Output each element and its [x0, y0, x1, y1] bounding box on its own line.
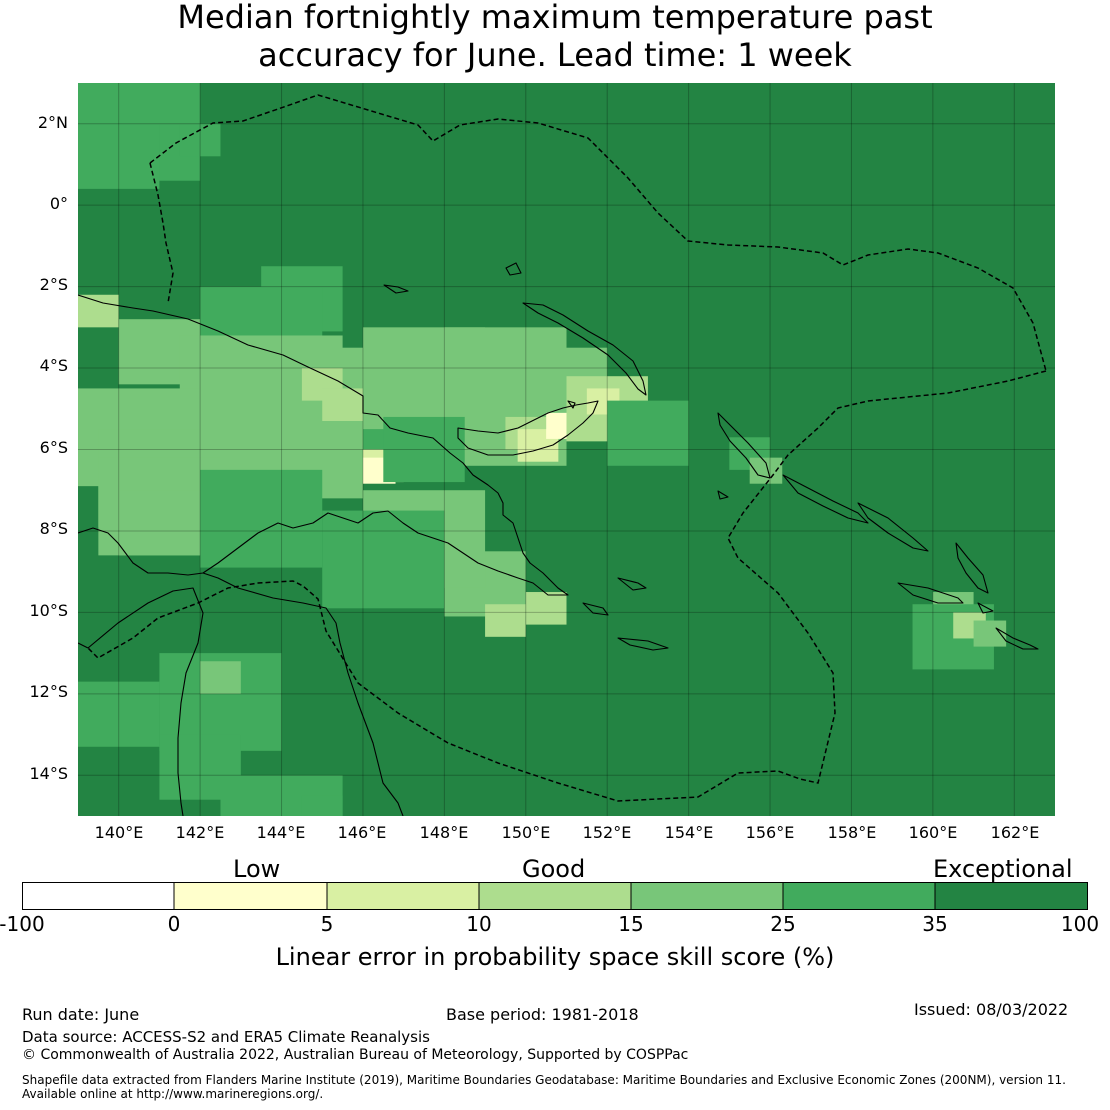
base-period: Base period: 1981-2018 — [446, 1005, 639, 1024]
skill-cell — [200, 661, 241, 694]
skill-cell — [607, 400, 689, 466]
legend-category-exceptional: Exceptional — [933, 855, 1073, 883]
small-island-a — [505, 262, 522, 276]
issued-date: Issued: 08/03/2022 — [914, 1000, 1069, 1019]
colorbar-segment-0-5 — [174, 882, 327, 910]
copyright: © Commonwealth of Australia 2022, Austra… — [22, 1047, 689, 1063]
skill-cell — [383, 416, 465, 483]
lon-label: 154°E — [664, 823, 714, 842]
louisiade-islands — [617, 637, 669, 651]
new-britain-coast — [457, 400, 599, 456]
lat-label: 2°S — [39, 275, 68, 294]
png-eez-west — [149, 162, 174, 304]
skill-cell — [301, 795, 343, 816]
new-guinea-coast — [78, 294, 569, 596]
skill-cell — [485, 604, 526, 637]
data-source: Data source: ACCESS-S2 and ERA5 Climate … — [22, 1028, 430, 1046]
map-canvas — [78, 83, 1055, 816]
lat-label: 12°S — [29, 682, 68, 701]
lon-label: 156°E — [745, 823, 795, 842]
coastlines — [78, 262, 1039, 816]
colorbar-tick: 35 — [922, 912, 948, 936]
small-island-d — [977, 602, 994, 614]
colorbar-segment-10-15 — [479, 882, 631, 910]
skill-cell — [200, 469, 323, 568]
gulf-coast — [78, 642, 89, 649]
lon-label: 158°E — [827, 823, 877, 842]
skill-map — [78, 83, 1055, 816]
png-eez-north — [149, 94, 1047, 372]
guadalcanal-coast — [897, 582, 964, 604]
skill-cell — [118, 490, 201, 556]
eez-boundaries — [87, 94, 1047, 802]
lon-label: 150°E — [501, 823, 551, 842]
legend-category-low: Low — [233, 855, 281, 883]
legend-category-good: Good — [522, 855, 586, 883]
skill-cell — [973, 620, 1007, 647]
colorbar-segment-neg — [22, 882, 174, 910]
lon-label: 142°E — [175, 823, 225, 842]
chart-title: Median fortnightly maximum temperature p… — [0, 0, 1110, 74]
lat-label: 6°S — [39, 438, 68, 457]
bougainville-coast — [717, 412, 771, 479]
colorbar-tick: 100 — [1060, 912, 1100, 936]
malaita-coast — [955, 542, 989, 594]
colorbar-segment-5-10 — [327, 882, 479, 910]
trobriand-islands — [617, 577, 647, 591]
lon-label: 146°E — [337, 823, 387, 842]
colorbar-tick: 15 — [618, 912, 644, 936]
lat-label: 8°S — [39, 519, 68, 538]
graticule — [78, 83, 1055, 816]
lat-label: 0° — [49, 194, 68, 213]
lat-label: 14°S — [29, 764, 68, 783]
skill-cell — [78, 294, 119, 328]
lon-label: 144°E — [256, 823, 306, 842]
cape-york-east — [202, 572, 404, 816]
skill-cell — [322, 388, 363, 421]
lon-label: 152°E — [582, 823, 632, 842]
lat-label: 4°S — [39, 356, 68, 375]
lon-label: 160°E — [908, 823, 958, 842]
png-eez-southeast — [87, 370, 1047, 802]
colorbar-label: Linear error in probability space skill … — [275, 943, 835, 971]
lon-label: 162°E — [990, 823, 1040, 842]
title-line-1: Median fortnightly maximum temperature p… — [177, 0, 933, 36]
shapefile-credit-line-1: Shapefile data extracted from Flanders M… — [22, 1073, 1066, 1087]
colorbar-segment-15-25 — [631, 882, 783, 910]
colorbar — [22, 882, 1088, 910]
new-ireland-coast — [522, 302, 647, 396]
small-island-b — [567, 400, 576, 409]
cape-york-coast — [87, 587, 204, 816]
lon-label: 148°E — [419, 823, 469, 842]
lon-label: 140°E — [94, 823, 144, 842]
skill-cells — [78, 83, 1055, 816]
dentrecasteaux-islands — [582, 602, 609, 616]
makira-coast — [995, 627, 1039, 650]
skill-cell — [525, 592, 567, 625]
colorbar-tick: 0 — [167, 912, 181, 936]
skill-cell — [78, 123, 160, 189]
skill-cell — [322, 510, 445, 609]
santa-isabel-coast — [857, 502, 929, 552]
colorbar-tick: 25 — [770, 912, 796, 936]
title-line-2: accuracy for June. Lead time: 1 week — [258, 36, 852, 74]
colorbar-tick: -100 — [0, 912, 45, 936]
run-date: Run date: June — [22, 1005, 140, 1024]
shapefile-credit-line-2: Available online at http://www.marinereg… — [22, 1087, 324, 1101]
manus-island — [383, 284, 409, 294]
small-island-c — [717, 490, 729, 500]
colorbar-tick: 10 — [466, 912, 492, 936]
choiseul-coast — [782, 474, 869, 524]
colorbar-tick: 5 — [320, 912, 334, 936]
skill-cell — [78, 681, 160, 747]
colorbar-segment-35-100 — [935, 882, 1088, 910]
colorbar-segment-25-35 — [783, 882, 935, 910]
lat-label: 2°N — [37, 113, 68, 132]
lat-label: 10°S — [29, 601, 68, 620]
